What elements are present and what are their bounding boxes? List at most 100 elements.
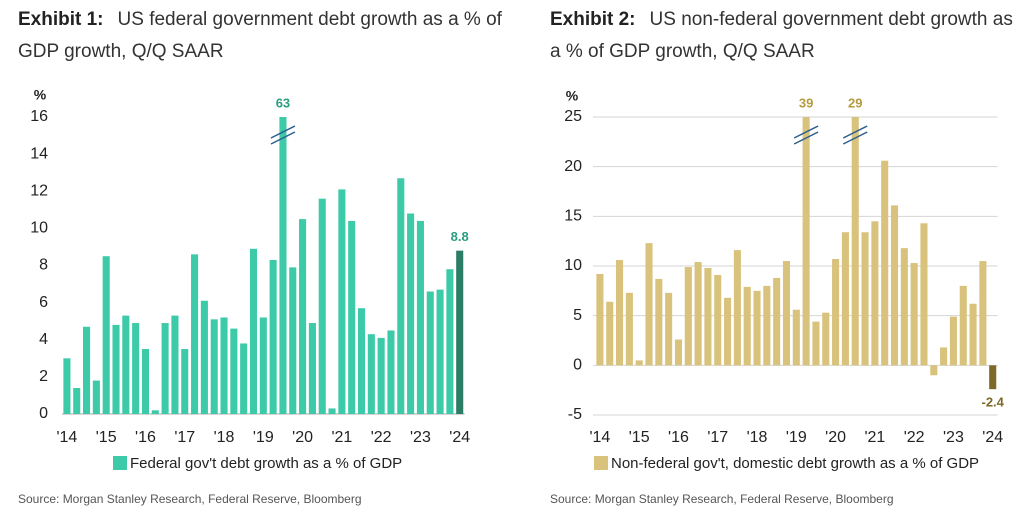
- bar: [851, 117, 859, 366]
- x-tick-label: '21: [331, 429, 352, 446]
- x-tick-label: '19: [253, 429, 274, 446]
- bar: [635, 360, 643, 366]
- bar: [259, 317, 267, 414]
- bar: [822, 312, 830, 366]
- bar: [191, 254, 199, 414]
- value-label: 29: [848, 95, 862, 110]
- bar: [841, 232, 849, 366]
- bar: [616, 260, 624, 366]
- x-tick-label: '19: [786, 429, 807, 446]
- y-tick-label: 15: [564, 208, 582, 225]
- bar: [289, 267, 297, 414]
- bar: [122, 315, 130, 414]
- bar: [655, 278, 663, 366]
- value-label: 8.8: [451, 229, 469, 244]
- y-tick-label: 0: [573, 357, 582, 374]
- x-tick-label: '23: [943, 429, 964, 446]
- bar: [753, 290, 761, 366]
- bar: [230, 328, 238, 414]
- bar: [416, 220, 424, 414]
- bar: [446, 269, 454, 414]
- x-tick-label: '17: [707, 429, 728, 446]
- x-tick-label: '20: [825, 429, 846, 446]
- y-axis-label: %: [566, 88, 579, 104]
- title-block: Exhibit 2: US non-federal government debt…: [550, 4, 1024, 68]
- bar: [832, 259, 840, 366]
- x-tick-label: '14: [589, 429, 610, 446]
- bar: [871, 221, 879, 366]
- x-tick-label: '14: [56, 429, 77, 446]
- bar: [397, 178, 405, 414]
- value-label: 39: [799, 95, 813, 110]
- x-tick-label: '20: [292, 429, 313, 446]
- source: Source: Morgan Stanley Research, Federal…: [550, 492, 894, 506]
- x-tick-label: '21: [864, 429, 885, 446]
- value-label: 63: [276, 95, 290, 110]
- chart-title: US federal government debt growth as a %…: [18, 9, 502, 62]
- bar: [220, 317, 228, 414]
- bar: [269, 259, 277, 414]
- bar: [348, 220, 356, 414]
- legend-swatch: [594, 456, 608, 470]
- bar: [694, 262, 702, 366]
- bar: [890, 205, 899, 366]
- y-tick-label: 20: [564, 158, 582, 175]
- bar: [338, 189, 346, 414]
- bar: [456, 250, 464, 414]
- x-tick-label: '16: [135, 429, 156, 446]
- bar: [812, 321, 820, 366]
- bar: [357, 308, 366, 414]
- y-tick-label: 14: [30, 145, 48, 162]
- bar: [73, 388, 81, 414]
- bar: [910, 263, 918, 366]
- plot: [63, 117, 464, 414]
- y-tick-label: 6: [39, 294, 48, 311]
- bar: [308, 323, 316, 414]
- bar: [210, 319, 218, 414]
- bar: [920, 223, 928, 366]
- bar: [743, 286, 751, 366]
- y-tick-label: 8: [39, 257, 48, 274]
- bar: [989, 365, 997, 390]
- bar: [714, 274, 722, 366]
- x-tick-label: '22: [904, 429, 925, 446]
- bar: [102, 256, 110, 414]
- y-tick-label: 12: [30, 182, 48, 199]
- bar: [733, 250, 741, 366]
- bar: [92, 380, 100, 414]
- plot: [596, 117, 997, 390]
- axis-break: [270, 131, 296, 145]
- bar: [367, 334, 375, 414]
- bar: [792, 309, 800, 366]
- bar: [141, 349, 150, 414]
- bar: [625, 292, 633, 366]
- bar: [249, 248, 258, 414]
- bar: [684, 266, 692, 366]
- x-tick-label: '15: [96, 429, 117, 446]
- bar: [83, 326, 91, 414]
- y-axis-label: %: [34, 87, 47, 103]
- y-tick-label: 10: [30, 220, 48, 237]
- axis-break: [793, 131, 819, 145]
- bar: [63, 358, 71, 414]
- bar: [161, 323, 169, 414]
- bar: [940, 347, 948, 366]
- bar: [959, 285, 967, 366]
- x-tick-label: '22: [371, 429, 392, 446]
- bar: [377, 337, 385, 414]
- bar: [665, 292, 673, 366]
- bar: [979, 261, 987, 366]
- y-tick-label: 16: [30, 108, 48, 125]
- x-tick-label: '17: [174, 429, 195, 446]
- bar: [763, 285, 771, 366]
- bar: [674, 339, 683, 366]
- x-tick-label: '24: [449, 429, 470, 446]
- y-tick-label: 10: [564, 257, 582, 274]
- x-tick-label: '24: [982, 429, 1003, 446]
- bar: [299, 219, 307, 414]
- y-tick-label: 2: [39, 368, 48, 385]
- source: Source: Morgan Stanley Research, Federal…: [18, 492, 362, 506]
- y-tick-label: 4: [39, 331, 48, 348]
- bar: [881, 160, 889, 366]
